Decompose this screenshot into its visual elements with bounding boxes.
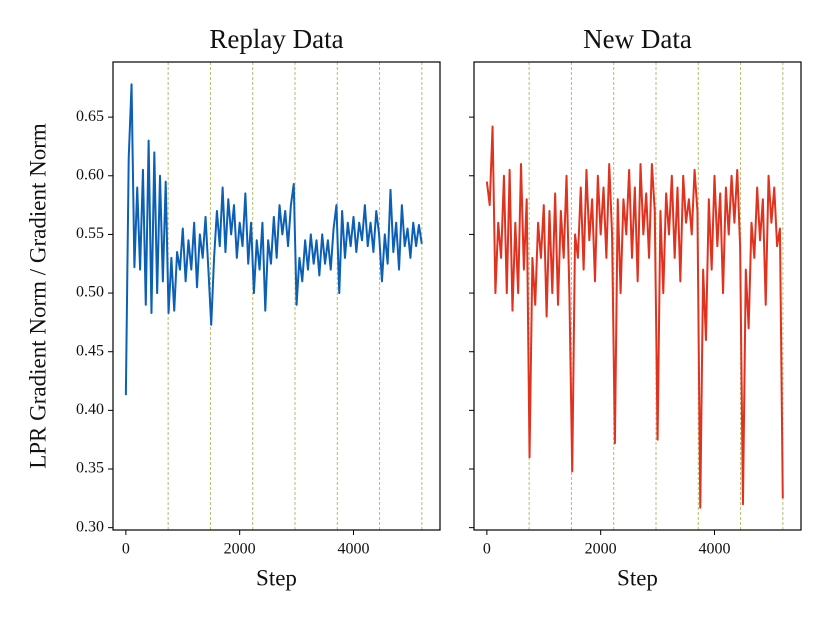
- y-tick-label: 0.65: [76, 108, 104, 125]
- y-tick-label: 0.30: [76, 518, 104, 535]
- y-tick-label: 0.50: [76, 284, 104, 301]
- x-axis-label: Step: [256, 565, 297, 590]
- axes-frame: [473, 61, 802, 531]
- axes-frame: [112, 61, 441, 531]
- y-tick-label: 0.45: [76, 342, 104, 359]
- y-tick-label: 0.35: [76, 460, 104, 477]
- data-line: [124, 83, 423, 396]
- y-tick-label: 0.60: [76, 166, 104, 183]
- x-tick-label: 4000: [698, 541, 730, 558]
- panel-title: Replay Data: [209, 24, 343, 54]
- panel-title: New Data: [583, 24, 692, 54]
- x-tick-label: 4000: [337, 541, 369, 558]
- data-line: [485, 125, 784, 509]
- y-axis-label: LPR Gradient Norm / Gradient Norm: [25, 123, 50, 469]
- x-tick-label: 0: [483, 541, 491, 558]
- x-tick-label: 2000: [585, 541, 617, 558]
- y-tick-label: 0.55: [76, 225, 104, 242]
- x-axis-label: Step: [617, 565, 658, 590]
- y-tick-label: 0.40: [76, 401, 104, 418]
- x-tick-label: 2000: [224, 541, 256, 558]
- x-tick-label: 0: [122, 541, 130, 558]
